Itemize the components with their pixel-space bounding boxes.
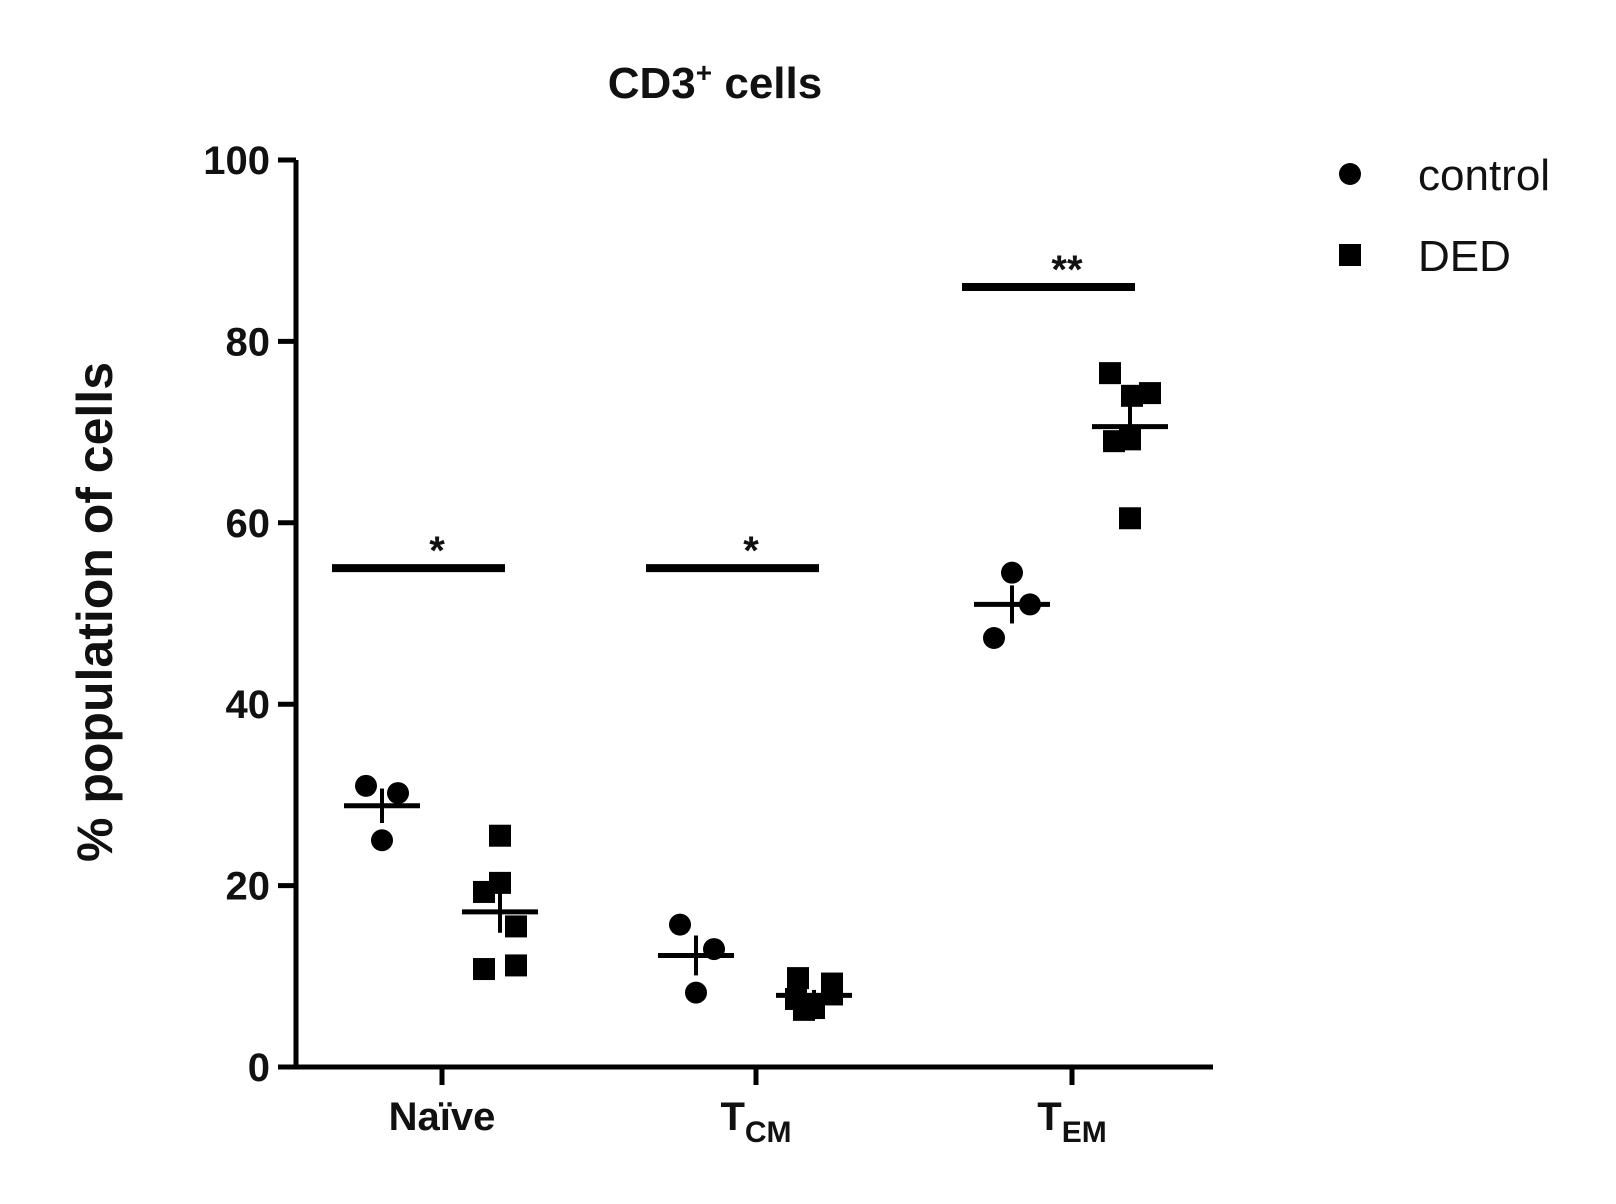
data-point-control <box>685 981 707 1004</box>
significance-bars: * *** <box>332 248 1135 573</box>
y-tick-label: 40 <box>226 683 271 727</box>
y-tick-label: 0 <box>248 1046 270 1090</box>
data-point-control <box>669 913 691 936</box>
data-point-DED <box>473 880 495 903</box>
title-main: CD3 <box>608 59 696 108</box>
y-tick-label: 100 <box>203 139 270 183</box>
significance-label: * <box>429 529 445 573</box>
data-point-control <box>355 774 377 797</box>
data-point-DED <box>1121 384 1143 407</box>
title-superscript: + <box>696 57 712 88</box>
data-point-control <box>1001 561 1023 584</box>
significance-label: ** <box>1051 248 1083 292</box>
y-tick-label: 80 <box>226 320 271 364</box>
legend-label-control: control <box>1418 151 1550 200</box>
data-point-control <box>387 782 409 805</box>
y-tick-label: 60 <box>226 502 271 546</box>
chart-title: CD3+ cells <box>608 57 822 108</box>
data-point-DED <box>787 967 809 990</box>
data-point-DED <box>1139 382 1161 405</box>
axes: 0 20 40 60 80 100 Naïve TCM TEM <box>203 139 1213 1149</box>
legend: control DED <box>1339 151 1550 281</box>
data-point-DED <box>1119 507 1141 530</box>
data-point-DED <box>1099 362 1121 385</box>
data-point-DED <box>489 824 511 847</box>
data-point-DED <box>505 954 527 977</box>
x-tick-label: TCM <box>720 1095 791 1149</box>
x-tick-label: Naïve <box>389 1095 496 1139</box>
data-point-DED <box>793 998 815 1021</box>
data-point-control <box>983 626 1005 649</box>
significance-label: * <box>743 529 759 573</box>
data-point-DED <box>505 915 527 938</box>
legend-label-DED: DED <box>1418 232 1511 281</box>
data-point-control <box>371 829 393 852</box>
data-point-DED <box>473 958 495 981</box>
x-tick-label: TEM <box>1037 1095 1106 1149</box>
data-marks <box>344 362 1168 1021</box>
legend-marker-control <box>1339 163 1361 185</box>
y-axis-label: % population of cells <box>67 362 123 862</box>
data-point-DED <box>1103 430 1125 453</box>
legend-marker-DED <box>1339 244 1361 266</box>
title-rest: cells <box>712 59 822 108</box>
y-tick-label: 20 <box>226 865 271 909</box>
